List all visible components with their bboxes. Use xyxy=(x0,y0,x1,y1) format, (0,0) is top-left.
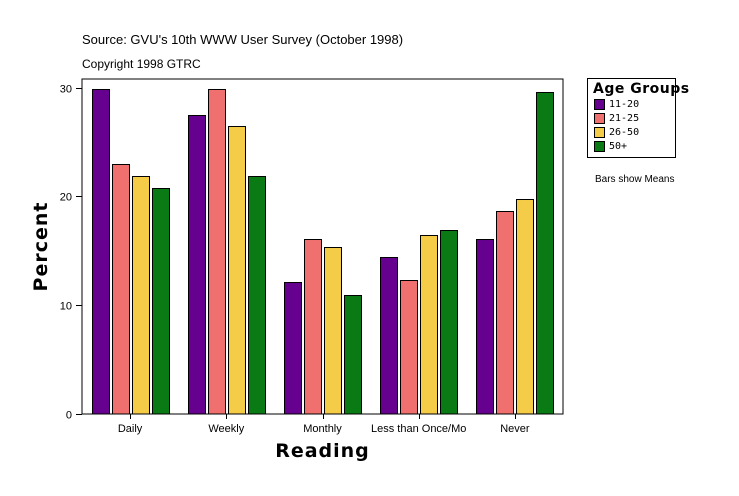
legend-item-11-20: 11-20 xyxy=(594,97,675,111)
bar-11-20-never xyxy=(476,239,494,415)
bar-26-50-monthly xyxy=(324,247,342,415)
y-axis-label: Percent xyxy=(30,202,52,292)
source-text: Source: GVU's 10th WWW User Survey (Octo… xyxy=(82,32,404,47)
bar-50+-monthly xyxy=(344,295,362,415)
bar-50+-never xyxy=(536,92,554,415)
x-tick-label: Monthly xyxy=(303,423,342,435)
bars-note: Bars show Means xyxy=(595,174,675,185)
legend-label: 26-50 xyxy=(609,126,640,138)
x-tick-label: Daily xyxy=(118,423,143,435)
y-tick-label: 30 xyxy=(60,84,72,96)
legend-label: 21-25 xyxy=(609,112,640,124)
bar-50+-daily xyxy=(152,188,170,415)
bar-21-25-daily xyxy=(112,164,130,415)
bar-11-20-weekly xyxy=(188,115,206,415)
legend-item-50+: 50+ xyxy=(594,139,675,153)
bar-21-25-monthly xyxy=(304,239,322,415)
x-tick-label: Less than Once/Mo xyxy=(371,423,466,435)
bar-26-50-weekly xyxy=(228,126,246,415)
bar-26-50-daily xyxy=(132,176,150,415)
y-tick-label: 10 xyxy=(60,301,72,313)
bar-11-20-monthly xyxy=(284,282,302,415)
copyright-text: Copyright 1998 GTRC xyxy=(82,57,201,71)
legend-swatch xyxy=(594,126,605,138)
legend-swatch xyxy=(594,112,605,124)
legend-label: 11-20 xyxy=(609,98,640,110)
legend-item-21-25: 21-25 xyxy=(594,111,675,125)
legend-item-26-50: 26-50 xyxy=(594,125,675,139)
bar-50+-less-than-once-mo xyxy=(440,230,458,415)
x-axis-label: Reading xyxy=(275,440,370,462)
legend-swatch xyxy=(594,98,605,110)
x-tick-label: Never xyxy=(500,423,530,435)
bar-50+-weekly xyxy=(248,176,266,415)
bar-26-50-never xyxy=(516,199,534,415)
bar-21-25-never xyxy=(496,211,514,415)
x-tick-label: Weekly xyxy=(208,423,244,435)
bar-11-20-less-than-once-mo xyxy=(380,257,398,415)
bar-26-50-less-than-once-mo xyxy=(420,235,438,415)
legend-swatch xyxy=(594,140,605,152)
bar-21-25-less-than-once-mo xyxy=(400,280,418,415)
y-tick-label: 20 xyxy=(60,192,72,204)
y-tick-label: 0 xyxy=(66,410,72,422)
bar-21-25-weekly xyxy=(208,89,226,415)
legend-title: Age Groups xyxy=(593,81,690,97)
legend: Age Groups 11-20 21-25 26-50 50+ xyxy=(587,78,690,158)
legend-label: 50+ xyxy=(609,140,628,152)
bar-11-20-daily xyxy=(92,89,110,415)
plot-frame xyxy=(81,78,564,415)
